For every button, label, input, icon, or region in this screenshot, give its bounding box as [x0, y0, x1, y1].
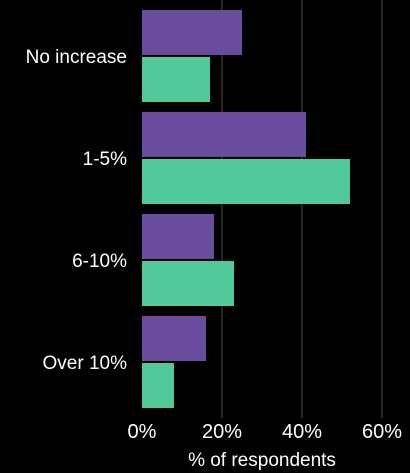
- gridlines: [221, 0, 383, 418]
- x-tick-labels: 0% 20% 40% 60%: [128, 421, 403, 443]
- category-label: No increase: [26, 47, 127, 68]
- bars: [142, 10, 350, 408]
- x-tick-label: 20%: [202, 421, 242, 443]
- category-label: Over 10%: [43, 353, 128, 374]
- bar: [142, 159, 350, 204]
- x-tick-label: 60%: [362, 421, 402, 443]
- category-label: 6-10%: [72, 251, 127, 272]
- x-tick-label: 0%: [128, 421, 157, 443]
- category-label: 1-5%: [83, 149, 127, 170]
- bar: [142, 316, 206, 361]
- x-tick-label: 40%: [282, 421, 322, 443]
- bar: [142, 214, 214, 259]
- category-labels: No increase 1-5% 6-10% Over 10%: [26, 47, 127, 374]
- bar: [142, 10, 242, 55]
- x-axis-title: % of respondents: [188, 450, 336, 471]
- bar: [142, 112, 306, 157]
- bar: [142, 363, 174, 408]
- bar: [142, 57, 210, 102]
- bar: [142, 261, 234, 306]
